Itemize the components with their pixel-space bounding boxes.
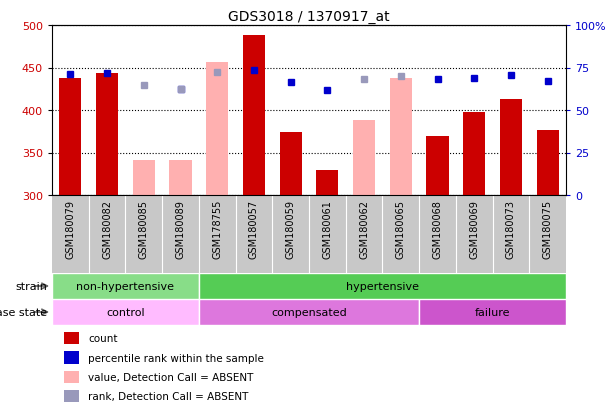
Text: count: count [89, 333, 118, 343]
Bar [316, 170, 339, 195]
Text: GSM180089: GSM180089 [176, 199, 185, 258]
Title: GDS3018 / 1370917_at: GDS3018 / 1370917_at [228, 9, 390, 24]
Text: failure: failure [475, 307, 510, 317]
Bar [199, 299, 419, 325]
Text: hypertensive: hypertensive [346, 281, 419, 291]
Text: GSM180068: GSM180068 [432, 199, 443, 258]
Text: value, Detection Call = ABSENT: value, Detection Call = ABSENT [89, 372, 254, 382]
Bar [96, 74, 118, 195]
Text: GSM180062: GSM180062 [359, 199, 369, 258]
Text: GSM180065: GSM180065 [396, 199, 406, 258]
Text: rank, Detection Call = ABSENT: rank, Detection Call = ABSENT [89, 392, 249, 401]
Text: GSM180061: GSM180061 [322, 199, 333, 258]
Text: GSM180069: GSM180069 [469, 199, 479, 258]
Bar [537, 131, 559, 195]
Text: GSM180082: GSM180082 [102, 199, 112, 258]
Bar [60, 78, 81, 195]
Bar [353, 121, 375, 195]
Text: GSM180073: GSM180073 [506, 199, 516, 258]
Text: GSM180079: GSM180079 [65, 199, 75, 258]
Bar [243, 36, 265, 195]
Bar [170, 161, 192, 195]
Bar [463, 112, 485, 195]
Text: GSM180085: GSM180085 [139, 199, 149, 258]
Bar [52, 273, 199, 299]
Bar [206, 62, 228, 195]
Text: control: control [106, 307, 145, 317]
Bar [64, 351, 80, 364]
Text: compensated: compensated [271, 307, 347, 317]
Text: GSM180057: GSM180057 [249, 199, 259, 259]
Bar [280, 133, 302, 195]
Bar [170, 161, 192, 195]
Text: GSM178755: GSM178755 [212, 199, 222, 259]
Bar [52, 299, 199, 325]
Text: disease state: disease state [0, 307, 47, 317]
Bar [133, 161, 155, 195]
Bar [64, 332, 80, 344]
Text: GSM180075: GSM180075 [543, 199, 553, 259]
Bar [199, 273, 566, 299]
Text: non-hypertensive: non-hypertensive [77, 281, 174, 291]
Text: GSM180059: GSM180059 [286, 199, 295, 258]
Text: percentile rank within the sample: percentile rank within the sample [89, 353, 264, 363]
Bar [426, 137, 449, 195]
Bar [64, 371, 80, 383]
Bar [419, 299, 566, 325]
Bar [64, 390, 80, 402]
Bar [390, 78, 412, 195]
Text: strain: strain [15, 281, 47, 291]
Bar [500, 100, 522, 195]
